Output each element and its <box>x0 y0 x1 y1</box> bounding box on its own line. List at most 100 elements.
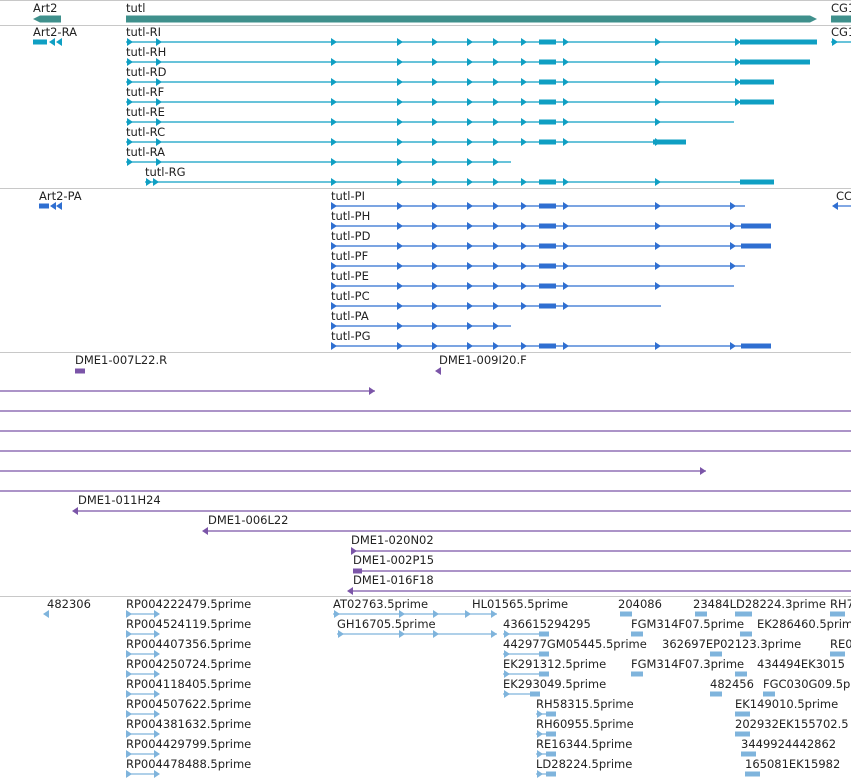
est-label[interactable]: EK293049.5prime <box>503 677 607 691</box>
strand-arrow-icon <box>127 118 133 126</box>
exon-block <box>539 59 556 65</box>
strand-arrow-icon <box>521 282 527 290</box>
clone-label[interactable]: DME1-002P15 <box>353 553 435 567</box>
est-label[interactable]: 202932EK155702.5 <box>735 717 849 731</box>
cds-block <box>539 263 556 269</box>
transcript-label[interactable]: tutl-RH <box>126 45 167 59</box>
est-label[interactable]: RH58315.5prime <box>536 697 634 711</box>
est-label[interactable]: 362697EP02123.3prime <box>662 637 802 651</box>
est-label[interactable]: 482306 <box>47 597 91 611</box>
transcript-label[interactable]: tutl-RG <box>145 165 186 179</box>
clone-label[interactable]: DME1-016F18 <box>353 573 434 587</box>
est-label[interactable]: 165081EK15982 <box>745 757 841 771</box>
est-label[interactable]: RP004524119.5prime <box>126 617 252 631</box>
est-label[interactable]: EK286460.5prime <box>757 617 851 631</box>
protein-label[interactable]: tutl-PH <box>331 209 371 223</box>
strand-arrow-icon <box>655 118 661 126</box>
strand-arrow-icon <box>655 242 661 250</box>
est-label[interactable]: FGM314F07.5prime <box>631 617 745 631</box>
strand-arrow-icon <box>521 98 527 106</box>
strand-arrow-icon <box>493 138 499 146</box>
est-label[interactable]: 442977GM05445.5prime <box>503 637 647 651</box>
strand-arrow-icon <box>397 302 403 310</box>
est-block <box>546 711 556 717</box>
est-label[interactable]: RE0 <box>830 637 851 651</box>
strand-arrow-icon <box>56 202 62 210</box>
clone-label[interactable]: DME1-007L22.R <box>75 353 168 367</box>
protein-label[interactable]: tutl-PF <box>331 249 369 263</box>
transcript-label[interactable]: tutl-RC <box>126 125 166 139</box>
clone-label[interactable]: DME1-020N02 <box>351 533 434 547</box>
est-label[interactable]: 3449924442862 <box>741 737 837 751</box>
protein-label[interactable]: Art2-PA <box>39 189 82 203</box>
strand-arrow-icon <box>537 770 543 778</box>
transcript-label[interactable]: tutl-RE <box>126 105 165 119</box>
cds-block <box>539 283 556 289</box>
strand-arrow-icon <box>493 98 499 106</box>
est-label[interactable]: RP004250724.5prime <box>126 657 252 671</box>
clone-label[interactable]: DME1-006L22 <box>208 513 289 527</box>
strand-arrow-icon <box>331 118 337 126</box>
est-label[interactable]: RP004118405.5prime <box>126 677 252 691</box>
strand-arrow-icon <box>154 750 160 758</box>
protein-label[interactable]: tutl-PC <box>331 289 370 303</box>
strand-arrow-icon <box>127 78 133 86</box>
est-label[interactable]: 436615294295 <box>503 617 591 631</box>
protein-label[interactable]: tutl-PG <box>331 329 371 343</box>
gene-label[interactable]: Art2 <box>33 1 58 15</box>
est-label[interactable]: RH60955.5prime <box>536 717 634 731</box>
est-label[interactable]: 23484LD28224.3prime <box>693 597 826 611</box>
est-label[interactable]: RH7 <box>830 597 851 611</box>
strand-arrow-icon <box>156 158 162 166</box>
est-label[interactable]: LD28224.5prime <box>536 757 633 771</box>
est-label[interactable]: RP004429799.5prime <box>126 737 252 751</box>
est-label[interactable]: 204086 <box>618 597 662 611</box>
est-label[interactable]: EK291312.5prime <box>503 657 607 671</box>
est-label[interactable]: FGC030G09.5p <box>763 677 851 691</box>
strand-arrow-icon <box>521 242 527 250</box>
est-label[interactable]: EK149010.5prime <box>735 697 839 711</box>
strand-arrow-icon <box>435 367 441 375</box>
est-label[interactable]: RP004407356.5prime <box>126 637 252 651</box>
est-label[interactable]: 434494EK3015 <box>757 657 845 671</box>
transcript-label[interactable]: tutl-RI <box>126 25 162 39</box>
est-label[interactable]: RP004478488.5prime <box>126 757 252 771</box>
est-label[interactable]: GH16705.5prime <box>337 617 436 631</box>
transcript-label[interactable]: tutl-RF <box>126 85 165 99</box>
strand-arrow-icon <box>491 630 497 638</box>
protein-label[interactable]: tutl-PE <box>331 269 369 283</box>
est-label[interactable]: RE16344.5prime <box>536 737 633 751</box>
strand-arrow-icon <box>399 630 405 638</box>
protein-label[interactable]: CC <box>836 189 851 203</box>
strand-arrow-icon <box>467 322 473 330</box>
est-label[interactable]: RP004222479.5prime <box>126 597 252 611</box>
est-label[interactable]: FGM314F07.3prime <box>631 657 745 671</box>
strand-arrow-icon <box>338 630 344 638</box>
transcript-label[interactable]: CG1 <box>831 25 851 39</box>
strand-arrow-icon <box>331 178 337 186</box>
gene-label[interactable]: CG1 <box>831 1 851 15</box>
protein-label[interactable]: tutl-PD <box>331 229 371 243</box>
protein-label[interactable]: tutl-PA <box>331 309 369 323</box>
transcript-label[interactable]: tutl-RD <box>126 65 167 79</box>
transcript-label[interactable]: Art2-RA <box>33 25 77 39</box>
track-separator <box>0 188 851 189</box>
clone-label[interactable]: DME1-009I20.F <box>439 353 527 367</box>
transcript-label[interactable]: tutl-RA <box>126 145 166 159</box>
strand-arrow-icon <box>397 118 403 126</box>
gene-label[interactable]: tutl <box>126 1 146 15</box>
strand-arrow-icon <box>397 58 403 66</box>
est-label[interactable]: HL01565.5prime <box>472 597 569 611</box>
strand-arrow-icon <box>563 118 569 126</box>
est-label[interactable]: AT02763.5prime <box>333 597 429 611</box>
est-label[interactable]: RP004381632.5prime <box>126 717 252 731</box>
strand-arrow-icon <box>832 38 838 46</box>
strand-arrow-icon <box>156 78 162 86</box>
clone-label[interactable]: DME1-011H24 <box>78 493 161 507</box>
protein-label[interactable]: tutl-PI <box>331 189 365 203</box>
strand-arrow-icon <box>467 222 473 230</box>
strand-arrow-icon <box>154 770 160 778</box>
est-label[interactable]: 482456 <box>710 677 754 691</box>
est-label[interactable]: RP004507622.5prime <box>126 697 252 711</box>
strand-arrow-icon <box>730 262 736 270</box>
